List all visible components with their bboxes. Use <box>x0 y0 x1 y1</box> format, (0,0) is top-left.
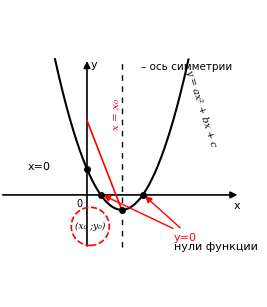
Text: y: y <box>91 60 98 70</box>
Text: (x₀ ;y₀): (x₀ ;y₀) <box>75 222 105 231</box>
Text: x = x₀: x = x₀ <box>112 99 121 130</box>
Text: y=0: y=0 <box>174 233 197 243</box>
Text: нули функции: нули функции <box>174 242 258 252</box>
Text: x: x <box>234 201 240 211</box>
Text: y = ax² + bx + c: y = ax² + bx + c <box>184 68 218 148</box>
Text: – ось симметрии: – ось симметрии <box>141 62 232 72</box>
Text: x=0: x=0 <box>27 162 50 172</box>
Text: 0: 0 <box>77 199 83 209</box>
